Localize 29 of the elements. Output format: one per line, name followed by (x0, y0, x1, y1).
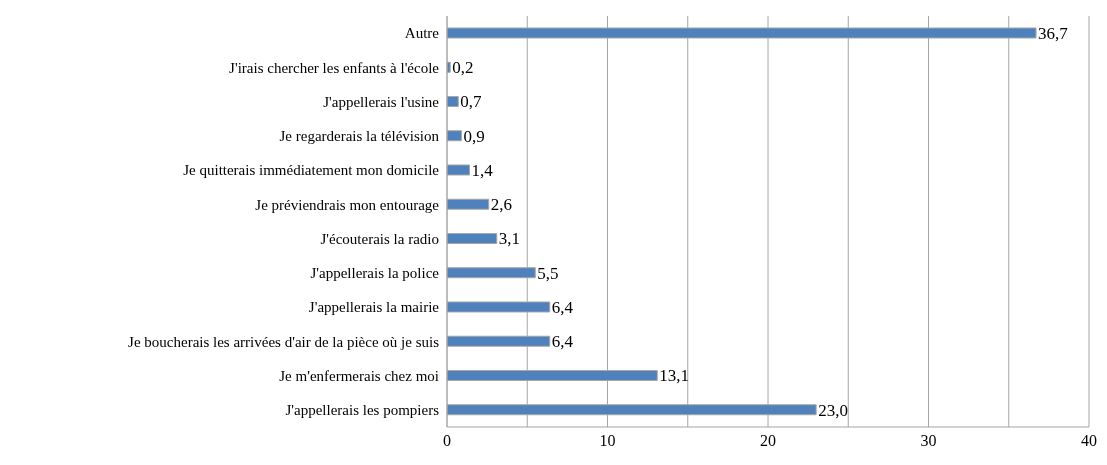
y-tick-label: Autre (404, 25, 440, 42)
y-tick-label: Je boucherais les arrivées d'air de la pièce où je suis (128, 333, 440, 350)
data-label: 0,9 (463, 126, 485, 146)
y-tick-label: Je regarderais la télévision (279, 128, 440, 145)
x-tick-label: 10 (599, 432, 616, 450)
data-label: 23,0 (818, 400, 848, 420)
data-label: 3,1 (498, 229, 521, 249)
data-label: 5,5 (537, 263, 559, 283)
data-label: 0,2 (452, 58, 474, 78)
x-tick-label: 30 (920, 432, 937, 450)
y-tick-label: J'appellerais la mairie (308, 299, 440, 316)
x-tick-label: 40 (1081, 432, 1097, 450)
data-label: 1,4 (471, 160, 494, 180)
data-label: 6,4 (551, 297, 574, 317)
data-label: 2,6 (490, 195, 512, 215)
data-label: 6,4 (551, 332, 574, 352)
y-tick-label: J'appellerais l'usine (323, 93, 440, 110)
y-tick-label: J'écouterais la radio (320, 230, 439, 247)
y-tick-label: J'appellerais la police (310, 265, 440, 282)
data-label: 36,7 (1038, 23, 1069, 43)
y-tick-label: Je préviendrais mon entourage (255, 196, 440, 213)
y-tick-label: J'appellerais les pompiers (285, 402, 440, 419)
x-tick-label: 0 (443, 432, 451, 450)
y-tick-label: Je quitterais immédiatement mon domicile (183, 162, 440, 179)
data-label: 13,1 (659, 366, 690, 386)
data-label: 0,7 (460, 92, 482, 112)
y-tick-label: J'irais chercher les enfants à l'école (229, 59, 440, 76)
y-tick-label: Je m'enfermerais chez moi (279, 367, 439, 384)
x-tick-label: 20 (760, 432, 776, 450)
